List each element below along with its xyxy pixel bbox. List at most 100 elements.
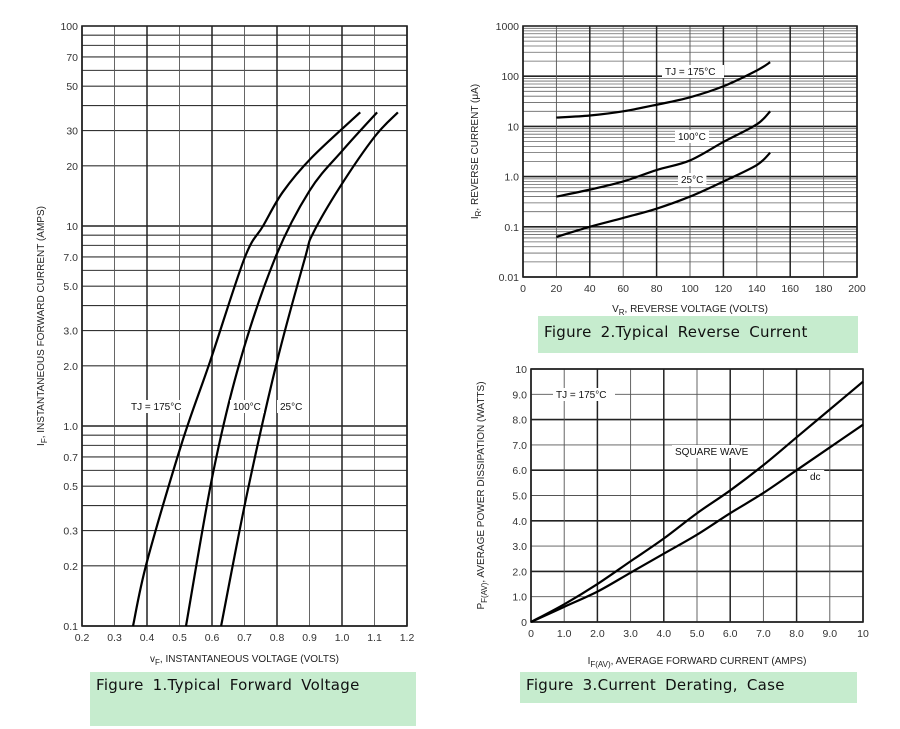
y-tick-label: 0.3 xyxy=(63,526,78,538)
annotation-background xyxy=(553,388,615,401)
x-tick-label: 80 xyxy=(651,283,663,295)
x-tick-label: 40 xyxy=(584,283,596,295)
y-tick-label: 0.1 xyxy=(504,222,519,234)
plot-frame xyxy=(81,25,408,627)
grid xyxy=(522,26,858,278)
y-tick-label: 7.0 xyxy=(512,440,527,452)
y-tick-label: 6.0 xyxy=(512,465,527,477)
y-axis-label-part: F xyxy=(40,438,49,443)
x-axis-label-part: R xyxy=(619,308,625,317)
x-tick-label: 20 xyxy=(551,283,563,295)
y-axis-label-part: , INSTANTANEOUS FORWARD CURRENT (AMPS) xyxy=(36,206,47,438)
x-axis-label-part: I xyxy=(588,656,591,667)
series-line-1 xyxy=(530,380,864,623)
y-tick-label: 4.0 xyxy=(512,516,527,528)
series-line-2 xyxy=(184,111,378,627)
x-axis-label-part: , INSTANTANEOUS VOLTAGE (VOLTS) xyxy=(160,654,339,665)
x-tick-label: 200 xyxy=(848,283,866,295)
x-axis-label-part: F xyxy=(155,658,160,667)
annotation-background xyxy=(128,400,190,413)
x-axis-label: IF(AV), AVERAGE FORWARD CURRENT (AMPS) xyxy=(588,656,807,669)
y-tick-label: 10 xyxy=(507,121,519,133)
annotation-background xyxy=(277,400,306,413)
y-tick-label: 0.7 xyxy=(63,452,78,464)
x-tick-label: 2.0 xyxy=(590,628,605,640)
y-tick-label: 3.0 xyxy=(512,541,527,553)
series-annotation: 25°C xyxy=(681,175,703,186)
x-tick-label: 5.0 xyxy=(690,628,705,640)
x-tick-label: 60 xyxy=(617,283,629,295)
y-tick-label: 8.0 xyxy=(512,415,527,427)
y-tick-label: 9.0 xyxy=(512,389,527,401)
series-line-1 xyxy=(131,111,361,627)
annotation-background xyxy=(678,173,707,186)
x-tick-label: 9.0 xyxy=(822,628,837,640)
x-tick-label: 3.0 xyxy=(623,628,638,640)
series-annotation: 100°C xyxy=(678,132,706,143)
y-axis-label-part: I xyxy=(470,216,481,219)
y-tick-label: 0.2 xyxy=(63,561,78,573)
x-axis-label: vF, INSTANTANEOUS VOLTAGE (VOLTS) xyxy=(150,654,339,667)
x-tick-label: 160 xyxy=(781,283,799,295)
chart-1: 0.2 0.3 0.4 0.5 0.6 0.7 0.8 0.9 1.0 1.1 1.2 100 70 50… xyxy=(36,21,414,667)
x-tick-label: 0.6 xyxy=(205,632,220,644)
y-axis-label: IF, INSTANTANEOUS FORWARD CURRENT (AMPS) xyxy=(36,206,49,446)
x-tick-label: 7.0 xyxy=(756,628,771,640)
annotation-background xyxy=(230,400,264,413)
y-tick-label: 0 xyxy=(521,617,527,629)
series-line-3 xyxy=(556,151,771,238)
y-axis-label-part: P xyxy=(476,603,487,610)
x-axis-label-part: F(AV) xyxy=(590,660,611,669)
y-axis-label-part: I xyxy=(36,443,47,446)
series-line-2 xyxy=(530,423,864,624)
y-axis-label-part: , REVERSE CURRENT (μA) xyxy=(470,84,481,211)
series-annotation: TJ = 175°C xyxy=(665,67,715,78)
y-tick-label: 2.0 xyxy=(63,361,78,373)
x-tick-label: 0 xyxy=(520,283,526,295)
grid xyxy=(81,26,408,627)
x-tick-label: 0.9 xyxy=(302,632,317,644)
x-tick-label: 6.0 xyxy=(723,628,738,640)
y-tick-label: 50 xyxy=(66,81,78,93)
y-tick-label: 20 xyxy=(66,161,78,173)
grid xyxy=(530,368,864,623)
x-axis-label-part: , REVERSE VOLTAGE (VOLTS) xyxy=(625,304,768,315)
plot-frame xyxy=(530,368,864,623)
chart-3: 0 1.0 2.0 3.0 4.0 5.0 6.0 7.0 8.0 9.0 10 10 9.0 8.0 7.… xyxy=(476,364,869,669)
x-tick-label: 0.8 xyxy=(270,632,285,644)
y-tick-label: 0.1 xyxy=(63,621,78,633)
x-tick-label: 0.3 xyxy=(107,632,122,644)
y-tick-label: 5.0 xyxy=(512,491,527,503)
y-axis-label: IR, REVERSE CURRENT (μA) xyxy=(470,84,483,219)
y-tick-label: 0.01 xyxy=(499,272,520,284)
y-tick-label: 1.0 xyxy=(504,172,519,184)
series-annotation: 100°C xyxy=(233,402,261,413)
y-axis-label: PF(AV), AVERAGE POWER DISSIPATION (WATTS… xyxy=(476,381,489,609)
series-line-2 xyxy=(556,110,771,198)
x-axis-label-part: , AVERAGE FORWARD CURRENT (AMPS) xyxy=(611,656,807,667)
y-tick-label: 100 xyxy=(501,71,519,83)
annotation-background xyxy=(662,65,724,78)
x-tick-label: 0.4 xyxy=(140,632,155,644)
x-tick-label: 0.2 xyxy=(75,632,90,644)
x-tick-label: 0.7 xyxy=(237,632,252,644)
annotation-background xyxy=(675,130,709,143)
y-tick-label: 3.0 xyxy=(63,326,78,338)
x-tick-label: 100 xyxy=(681,283,699,295)
chart-2: 0 20 40 60 80 100 120 140 160 180 200 1000 100 10 1.0 0… xyxy=(470,21,866,317)
y-tick-label: 10 xyxy=(515,364,527,376)
y-tick-label: 2.0 xyxy=(512,566,527,578)
figure-3-caption: Figure 3.Current Derating, Case xyxy=(520,672,857,703)
series-line-3 xyxy=(220,111,399,627)
annotation-background xyxy=(807,470,825,483)
y-tick-label: 7.0 xyxy=(63,252,78,264)
x-tick-label: 0 xyxy=(528,628,534,640)
x-tick-label: 10 xyxy=(857,628,869,640)
x-tick-label: 180 xyxy=(815,283,833,295)
y-tick-label: 100 xyxy=(60,21,78,33)
x-tick-label: 8.0 xyxy=(789,628,804,640)
y-tick-label: 1.0 xyxy=(512,592,527,604)
x-tick-label: 120 xyxy=(715,283,733,295)
x-tick-label: 1.2 xyxy=(400,632,415,644)
